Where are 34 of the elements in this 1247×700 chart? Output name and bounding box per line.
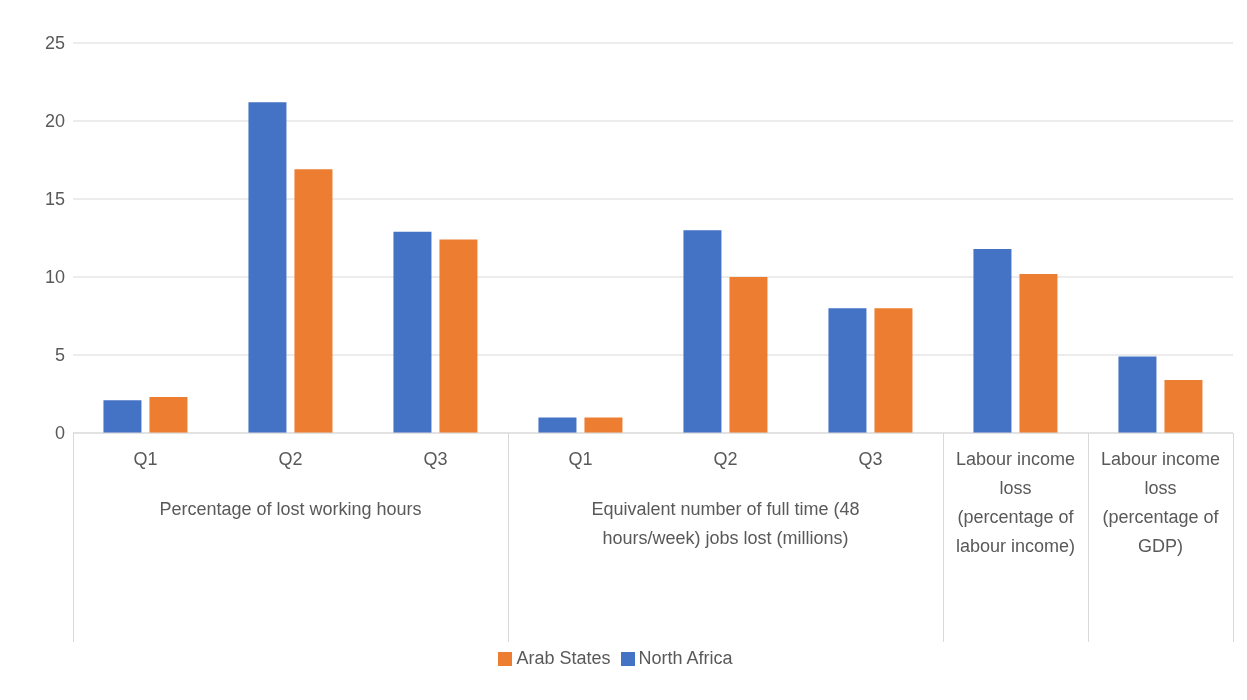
x-tick-label: Q2 — [278, 449, 303, 469]
y-tick-label: 10 — [44, 267, 65, 288]
bar — [584, 417, 623, 433]
y-tick-label: 20 — [44, 111, 65, 132]
y-tick-label: 25 — [44, 33, 65, 54]
bar — [973, 248, 1012, 433]
bar — [439, 239, 478, 433]
x-tick-label: Q3 — [423, 449, 448, 469]
legend-label: North Africa — [638, 648, 733, 668]
bar — [248, 102, 287, 433]
y-tick-label: 0 — [54, 423, 65, 444]
bar — [1164, 379, 1203, 433]
text: Percentage of lost working hours — [158, 498, 423, 521]
bar — [1118, 356, 1157, 433]
x-tick-label: Q3 — [858, 449, 883, 469]
bar — [149, 397, 188, 433]
bar — [1019, 273, 1058, 433]
x-tick-label: Labour income loss (percentage of GDP) — [1100, 449, 1221, 556]
y-tick-label: 15 — [44, 189, 65, 210]
x-tick-label: Q1 — [568, 449, 593, 469]
bar — [294, 169, 333, 433]
legend-label: Arab States — [516, 648, 611, 668]
y-tick-label: 5 — [54, 345, 65, 366]
x-tick-label: Q1 — [133, 449, 158, 469]
text: Equivalent number of full time (48 hours/week) jobs lost (millions) — [590, 498, 861, 550]
bar — [538, 417, 577, 433]
bar — [103, 400, 142, 433]
x-tick-label: Q2 — [713, 449, 738, 469]
bar — [874, 308, 913, 433]
bar — [683, 230, 722, 433]
bar — [828, 308, 867, 433]
x-tick-label: Labour income loss (percentage of labour income) — [955, 449, 1076, 556]
bar — [729, 277, 768, 433]
bar — [393, 231, 432, 433]
